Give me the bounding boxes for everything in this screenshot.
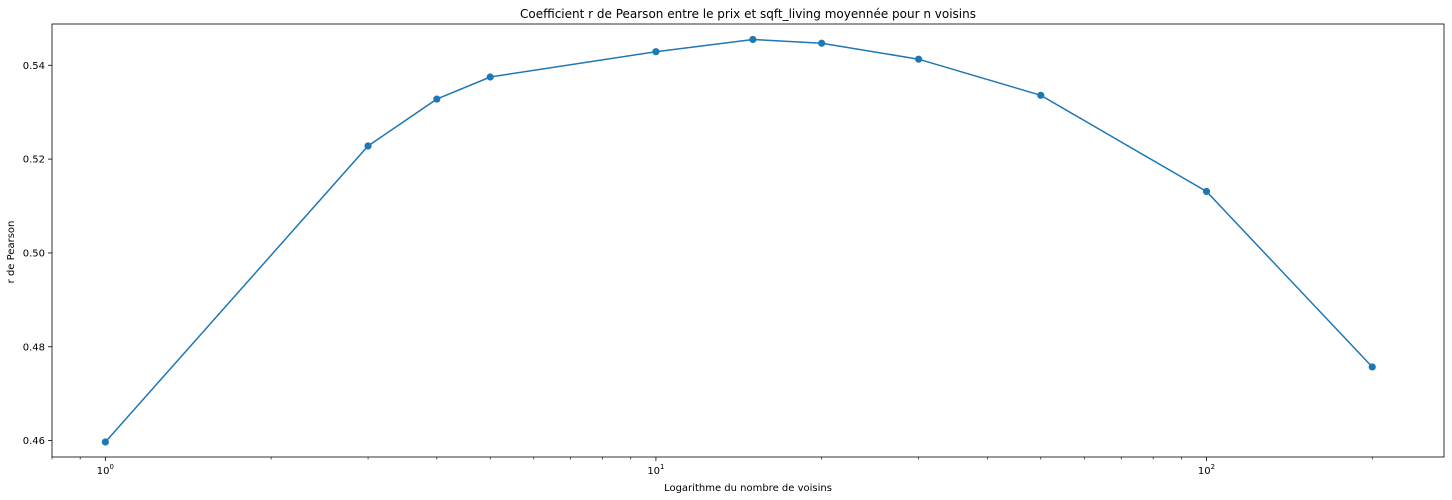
data-point <box>433 95 441 103</box>
y-tick-label: 0.52 <box>23 155 45 166</box>
plot-area <box>51 23 1445 458</box>
data-point <box>652 48 660 56</box>
data-point <box>1368 363 1376 371</box>
data-points <box>101 35 1376 446</box>
x-tick-label: 102 <box>1198 463 1215 477</box>
data-point <box>749 35 757 44</box>
data-point <box>1202 187 1211 196</box>
y-axis: 0.46 0.48 0.50 0.52 0.54 <box>23 61 52 447</box>
y-tick-label: 0.46 <box>23 436 45 447</box>
y-axis-label: r de Pearson <box>6 221 17 284</box>
chart-title: Coefficient r de Pearson entre le prix e… <box>520 7 976 21</box>
data-point <box>364 142 372 150</box>
data-point <box>486 73 494 81</box>
x-axis: 100 101 102 <box>51 457 1373 477</box>
series-line <box>104 38 1373 443</box>
y-tick-label: 0.48 <box>23 342 45 353</box>
data-point <box>101 438 109 446</box>
x-axis-label: Logarithme du nombre de voisins <box>664 483 832 494</box>
x-tick-label: 101 <box>647 463 664 477</box>
y-tick-label: 0.54 <box>23 61 45 72</box>
y-tick-label: 0.50 <box>23 248 45 259</box>
data-point <box>1037 91 1045 99</box>
x-tick-label: 100 <box>97 463 114 477</box>
data-point <box>915 55 923 63</box>
data-point <box>818 39 826 47</box>
